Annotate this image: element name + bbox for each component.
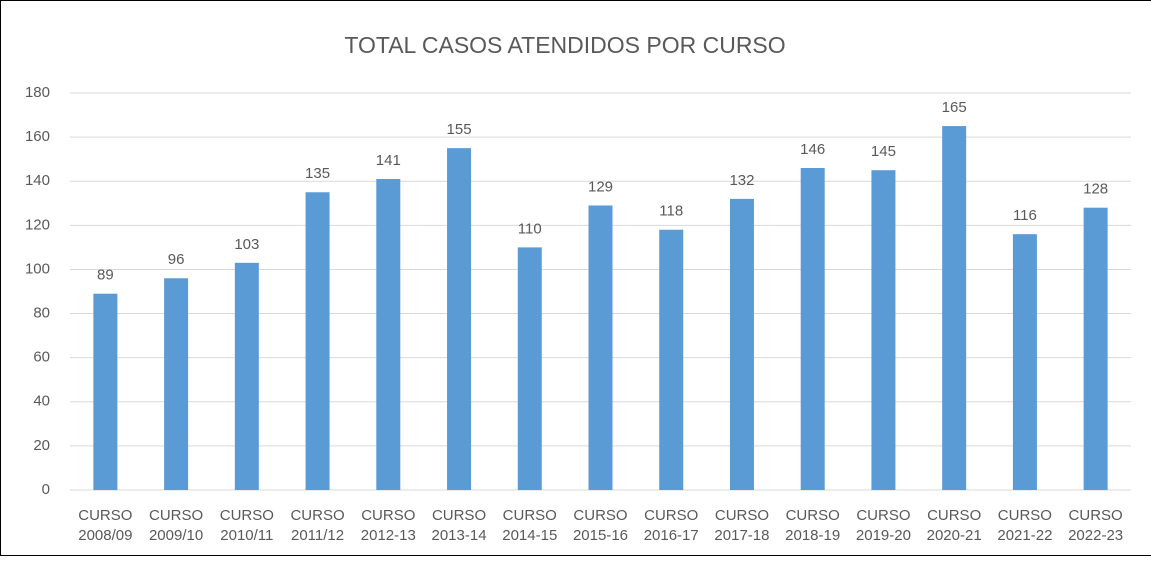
data-label: 110 [518,220,542,237]
data-label: 165 [942,99,967,116]
data-label: 103 [234,236,259,253]
x-tick-label: CURSO 2008/09 [78,507,133,544]
bar [871,170,896,490]
bar [659,229,684,490]
data-label: 89 [97,267,114,284]
bar [517,247,542,490]
x-tick-label: CURSO 2009/10 [148,507,204,544]
y-tick-label: 180 [25,84,50,101]
x-tick-label: CURSO 2012-13 [360,507,416,544]
bar [234,262,259,490]
data-label: 145 [871,143,896,160]
data-label: 96 [168,251,185,268]
bar [729,198,754,490]
x-tick-label: CURSO 2013-14 [431,507,487,544]
x-tick-label: CURSO 2011/12 [290,507,345,544]
data-label: 155 [447,121,472,138]
data-label: 116 [1013,207,1037,224]
data-label: 118 [659,203,683,220]
y-tick-label: 60 [33,349,50,366]
y-tick-label: 140 [25,172,50,189]
x-tick-label: CURSO 2019-20 [855,507,911,544]
x-tick-label: CURSO 2015-16 [572,507,629,544]
x-tick-label: CURSO 2022-23 [1068,507,1124,544]
bar [942,126,967,490]
y-tick-label: 120 [25,216,50,233]
chart-title: TOTAL CASOS ATENDIDOS POR CURSO [344,32,785,58]
x-tick-label: CURSO 2014-15 [502,507,558,544]
bar [93,293,118,490]
bar [305,192,330,490]
data-label: 146 [800,141,825,158]
x-tick-label: CURSO 2010/11 [219,507,274,544]
data-label: 135 [305,165,330,182]
x-tick-label: CURSO 2020-21 [926,507,982,544]
data-label: 128 [1083,181,1108,198]
x-tick-label: CURSO 2016-17 [643,507,699,544]
y-tick-label: 100 [25,260,50,277]
bar [588,205,613,490]
data-label: 132 [729,172,754,189]
x-tick-label: CURSO 2017-18 [714,507,770,544]
bar [800,167,825,490]
bar [1012,234,1037,490]
x-tick-label: CURSO 2018-19 [785,507,841,544]
y-tick-label: 160 [25,128,50,145]
data-label: 141 [376,152,401,169]
x-tick-label: CURSO 2021-22 [997,507,1053,544]
y-tick-label: 20 [33,437,50,454]
bar [1083,207,1108,490]
bar [447,148,472,490]
bar [376,179,401,490]
y-tick-label: 0 [42,481,50,498]
y-tick-label: 40 [33,393,50,410]
y-tick-label: 80 [33,305,50,322]
data-label: 129 [588,178,613,195]
bar [164,278,189,490]
